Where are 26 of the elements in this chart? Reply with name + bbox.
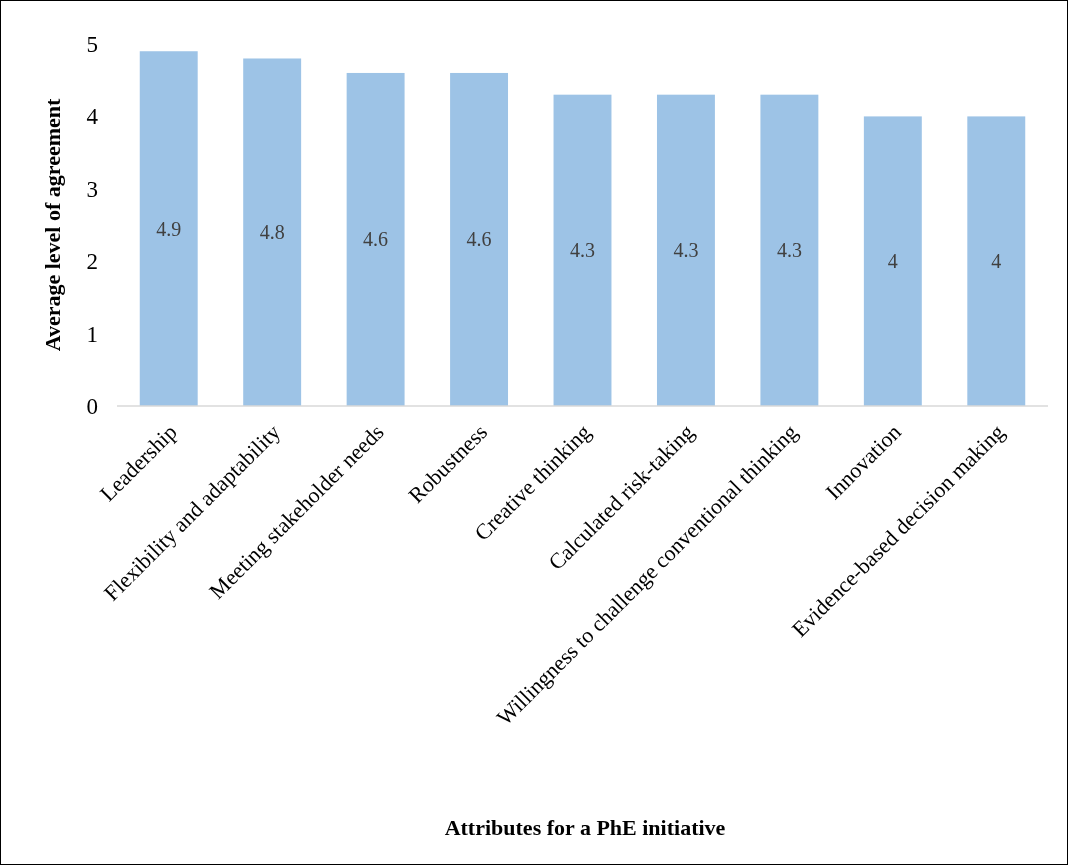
y-tick-label: 5 xyxy=(86,32,98,58)
y-tick-label: 1 xyxy=(86,321,98,347)
data-label: 4.3 xyxy=(570,239,595,262)
bar xyxy=(243,58,302,406)
data-label: 4 xyxy=(991,250,1002,273)
data-label: 4.6 xyxy=(466,228,492,251)
x-axis-title: Attributes for a PhE initiative xyxy=(444,815,726,840)
bar xyxy=(450,72,509,406)
data-label: 4.8 xyxy=(259,221,285,244)
y-axis-title: Average level of agreement xyxy=(39,97,65,352)
bar xyxy=(760,94,819,406)
data-label: 4 xyxy=(887,250,898,273)
bar xyxy=(967,116,1026,406)
data-label: 4.6 xyxy=(363,228,389,251)
bar xyxy=(553,94,612,406)
data-label: 4.3 xyxy=(776,239,802,262)
bar xyxy=(863,116,922,406)
y-tick-label: 4 xyxy=(86,104,99,130)
bar xyxy=(656,94,715,406)
bar xyxy=(139,51,198,406)
data-label: 4.3 xyxy=(673,239,699,262)
y-tick-label: 3 xyxy=(86,176,98,202)
data-label: 4.9 xyxy=(156,217,182,240)
y-tick-label: 2 xyxy=(86,249,98,275)
bar xyxy=(346,72,405,406)
y-tick-label: 0 xyxy=(86,394,98,420)
